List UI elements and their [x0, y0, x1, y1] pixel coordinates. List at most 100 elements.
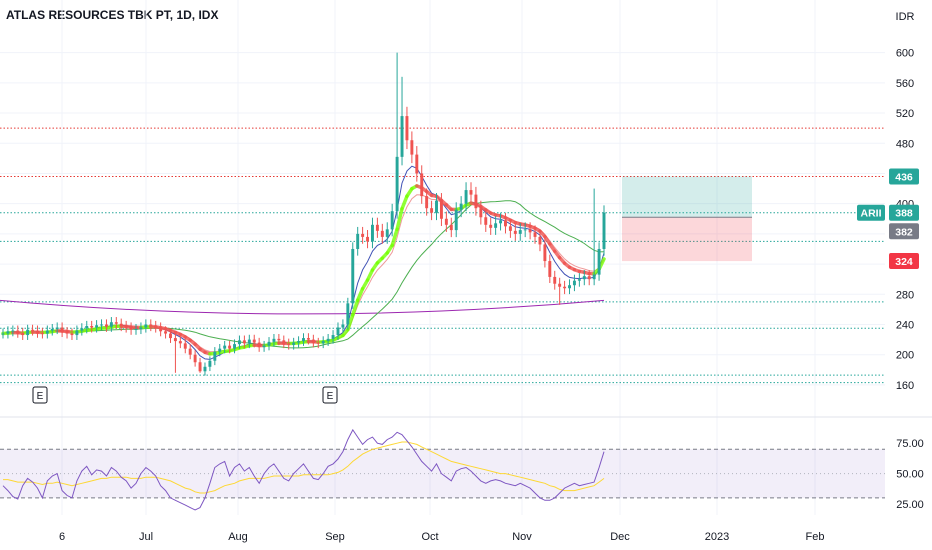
ma-200	[0, 299, 605, 315]
candles	[1, 52, 606, 376]
candle	[109, 322, 113, 327]
candle	[272, 338, 276, 342]
price-tick-label: 280	[896, 289, 914, 301]
candle	[385, 229, 389, 237]
time-axis[interactable]: 6 Jul Aug Sep Oct Nov Dec 2023 Feb	[59, 531, 825, 543]
candle	[70, 333, 74, 336]
candle	[435, 200, 438, 213]
price-tick-label: 480	[896, 138, 914, 150]
time-tick-label: Jul	[139, 531, 153, 543]
candle	[228, 345, 232, 349]
candle	[316, 342, 320, 344]
candle	[474, 194, 478, 209]
time-tick-label: 6	[59, 531, 65, 543]
trend-ribbon	[346, 313, 355, 332]
candle	[538, 236, 542, 245]
candle	[484, 217, 488, 225]
candle	[252, 339, 256, 343]
rsi-tick-label: 75.00	[896, 438, 924, 450]
time-tick-label: Feb	[806, 531, 825, 543]
candle	[257, 342, 261, 348]
candle	[410, 140, 414, 155]
candle	[449, 224, 453, 231]
candle	[267, 341, 271, 346]
candle	[577, 279, 581, 281]
trend-ribbon	[390, 227, 399, 248]
candle	[100, 324, 103, 326]
candle	[346, 303, 350, 325]
candle	[528, 229, 532, 233]
candle	[489, 224, 493, 228]
candle	[479, 208, 483, 218]
candle	[341, 324, 345, 328]
candle	[208, 360, 212, 367]
rsi-panel: 75.00 50.00 25.00	[0, 428, 924, 511]
horizontal-levels	[0, 127, 885, 384]
candle	[321, 341, 325, 344]
candle	[331, 335, 335, 339]
candle	[60, 327, 64, 333]
candle	[415, 154, 419, 174]
candle	[237, 340, 241, 345]
candle	[361, 233, 365, 237]
candle	[50, 329, 54, 331]
candle	[508, 226, 512, 231]
trend-ribbon	[395, 206, 404, 232]
candle	[297, 341, 301, 343]
candle	[513, 230, 517, 234]
candle	[380, 230, 384, 237]
candle	[568, 285, 571, 289]
rsi-signal-line	[3, 441, 605, 494]
candle	[95, 325, 99, 328]
candle	[420, 173, 424, 197]
candle	[233, 344, 236, 349]
time-tick-label: 2023	[705, 531, 729, 543]
price-tick-label: 560	[896, 78, 914, 90]
candle	[563, 286, 567, 289]
candle	[306, 338, 310, 340]
candle	[336, 327, 340, 336]
candle	[114, 322, 118, 324]
candle	[40, 332, 44, 334]
candle	[31, 329, 35, 331]
candle	[129, 327, 133, 330]
candle	[159, 327, 163, 332]
candle	[469, 190, 473, 195]
candle	[504, 220, 507, 227]
price-tick-label: 520	[896, 108, 914, 120]
trend-ribbon	[351, 298, 360, 317]
candle	[247, 339, 251, 344]
candle	[400, 116, 404, 157]
candle	[405, 116, 409, 141]
candle	[430, 208, 434, 213]
price-badges: 436 ARII 388 382 324	[857, 168, 919, 270]
candle	[45, 330, 49, 334]
candle	[287, 343, 291, 345]
candle	[494, 223, 498, 228]
candle	[55, 327, 59, 330]
price-axis[interactable]: IDR600560520480440400360320280240200160	[896, 11, 915, 392]
profit-zone	[622, 176, 752, 218]
candle	[188, 348, 192, 355]
price-badge	[889, 168, 919, 185]
candle	[26, 329, 30, 336]
candle	[11, 330, 15, 332]
candle	[311, 339, 315, 343]
candle	[183, 343, 187, 349]
loss-zone	[622, 217, 752, 262]
candle	[149, 324, 153, 326]
candle	[90, 326, 94, 328]
earnings-marker	[322, 386, 338, 404]
candle	[454, 209, 458, 231]
candle	[602, 212, 606, 249]
candle	[587, 276, 591, 280]
candle	[213, 351, 217, 361]
price-tick-label: 600	[896, 48, 914, 60]
price-badge-label: 382	[895, 226, 913, 238]
candle	[65, 332, 69, 334]
time-tick-label: Sep	[325, 531, 345, 543]
candle	[203, 366, 207, 372]
long-position-tool[interactable]	[622, 176, 752, 262]
